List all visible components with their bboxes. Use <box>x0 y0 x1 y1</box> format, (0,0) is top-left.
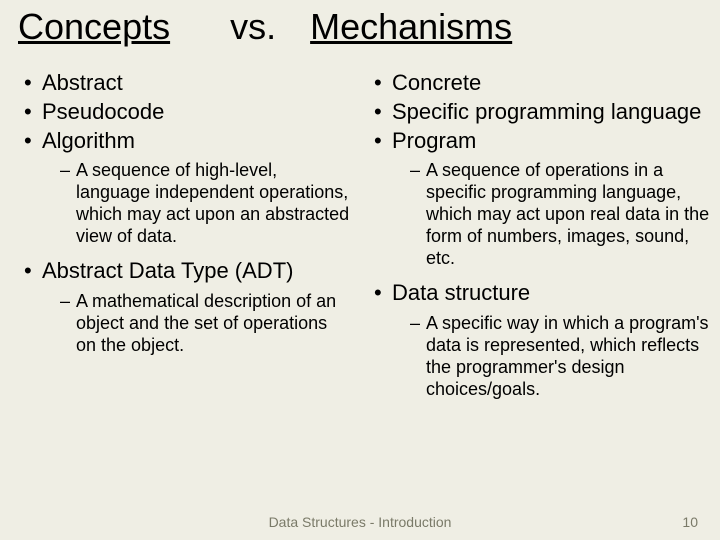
content-columns: Abstract Pseudocode Algorithm A sequence… <box>0 48 720 411</box>
bullet-text: Program <box>392 128 476 153</box>
bullet-text: Abstract <box>42 70 123 95</box>
sub-bullet-item: A specific way in which a program's data… <box>410 313 710 401</box>
sub-bullet-item: A sequence of operations in a specific p… <box>410 160 710 270</box>
title-right: Mechanisms <box>310 6 512 48</box>
bullet-text: Pseudocode <box>42 99 164 124</box>
bullet-item: Program A sequence of operations in a sp… <box>374 128 710 271</box>
bullet-text: Algorithm <box>42 128 135 153</box>
bullet-text: Data structure <box>392 280 530 305</box>
bullet-item: Pseudocode <box>24 99 352 126</box>
footer-center: Data Structures - Introduction <box>0 514 720 530</box>
bullet-item: Concrete <box>374 70 710 97</box>
page-number: 10 <box>682 514 698 530</box>
sub-bullet-item: A mathematical description of an object … <box>60 291 352 357</box>
bullet-item: Abstract <box>24 70 352 97</box>
sub-bullet-item: A sequence of high-level, language indep… <box>60 160 352 248</box>
title-row: Concepts vs. Mechanisms <box>0 0 720 48</box>
sub-bullet-text: A specific way in which a program's data… <box>426 313 709 399</box>
sub-bullet-text: A sequence of operations in a specific p… <box>426 160 709 268</box>
bullet-text: Specific programming language <box>392 99 701 124</box>
sub-bullet-text: A sequence of high-level, language indep… <box>76 160 349 246</box>
bullet-item: Specific programming language <box>374 99 710 126</box>
left-column: Abstract Pseudocode Algorithm A sequence… <box>10 70 360 411</box>
bullet-text: Abstract Data Type (ADT) <box>42 258 293 283</box>
bullet-text: Concrete <box>392 70 481 95</box>
sub-bullet-text: A mathematical description of an object … <box>76 291 336 355</box>
bullet-item: Algorithm A sequence of high-level, lang… <box>24 128 352 249</box>
slide: Concepts vs. Mechanisms Abstract Pseudoc… <box>0 0 720 540</box>
bullet-item: Abstract Data Type (ADT) A mathematical … <box>24 258 352 357</box>
title-left: Concepts <box>18 6 170 48</box>
bullet-item: Data structure A specific way in which a… <box>374 280 710 401</box>
right-column: Concrete Specific programming language P… <box>360 70 710 411</box>
title-vs: vs. <box>170 6 310 48</box>
